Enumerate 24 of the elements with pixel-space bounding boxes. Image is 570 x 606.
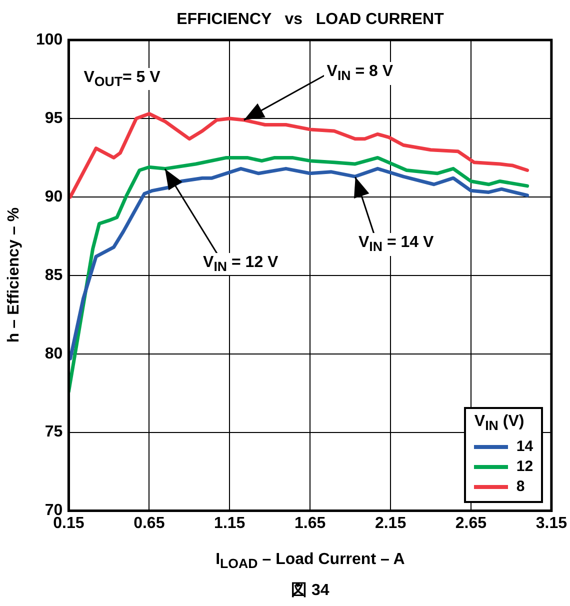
annotation: V$_{IN}$ = 8 V — [324, 62, 396, 85]
x-tick-label: 3.15 — [536, 514, 568, 532]
annotation: V$_{IN}$ = 12 V — [200, 253, 282, 276]
y-tick-label: 100 — [36, 31, 63, 48]
legend-title: V$_{IN}$ (V) — [474, 412, 526, 433]
x-tick-label: 2.15 — [374, 514, 406, 532]
x-tick-label: 0.65 — [134, 514, 165, 532]
y-tick-label: 95 — [44, 110, 63, 127]
legend-label: 14 — [516, 438, 534, 456]
x-tick-label: 2.65 — [455, 514, 487, 532]
y-tick-label: 90 — [44, 188, 63, 206]
y-axis-title: h – Efficiency – % — [5, 208, 24, 343]
chart-title: EFFICIENCY vs LOAD CURRENT — [176, 11, 444, 29]
y-tick-label: 75 — [44, 424, 63, 441]
x-tick-label: 1.65 — [294, 514, 326, 532]
annotation: V$_{OUT}$= 5 V — [80, 68, 164, 90]
caption: 図 34 — [288, 579, 332, 602]
x-axis-title: I$_{LOAD}$ – Load Current – A — [216, 550, 405, 571]
legend-label: 8 — [516, 478, 525, 496]
y-tick-label: 85 — [44, 266, 63, 284]
annotation: V$_{IN}$ = 14 V — [355, 233, 437, 256]
y-tick-label: 80 — [44, 345, 63, 362]
legend-label: 12 — [516, 458, 534, 476]
x-tick-label: 1.15 — [214, 514, 246, 532]
